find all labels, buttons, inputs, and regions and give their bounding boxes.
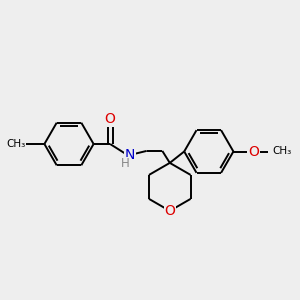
Text: N: N	[125, 148, 135, 162]
Text: CH₃: CH₃	[7, 139, 26, 149]
Text: H: H	[121, 157, 130, 170]
Text: O: O	[164, 204, 175, 218]
Text: O: O	[248, 145, 259, 158]
Text: CH₃: CH₃	[272, 146, 292, 157]
Text: O: O	[105, 112, 116, 126]
